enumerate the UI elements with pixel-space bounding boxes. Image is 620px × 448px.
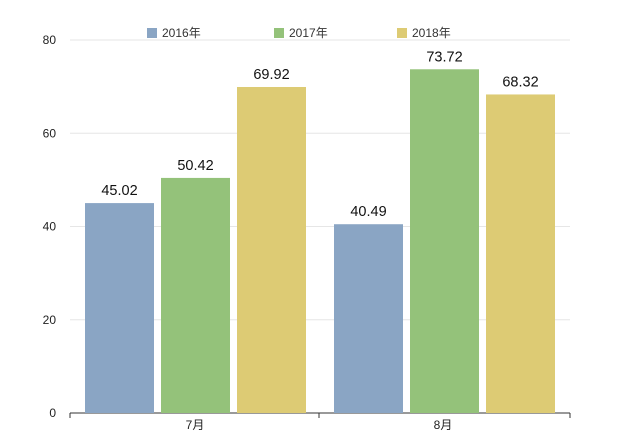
- bar: [161, 177, 230, 413]
- bar: [85, 203, 154, 413]
- value-labels: 45.02 40.49 50.42 73.72 69.92 68.32: [101, 49, 538, 220]
- legend-swatch: [147, 28, 157, 38]
- legend: 2016年 2017年 2018年: [147, 26, 451, 40]
- legend-swatch: [397, 28, 407, 38]
- bar: [486, 94, 555, 413]
- bar-value-label: 45.02: [101, 183, 137, 199]
- y-tick-label: 0: [49, 406, 56, 420]
- bar: [237, 86, 306, 414]
- bars: [85, 69, 555, 414]
- x-category-label: 7月: [186, 418, 205, 432]
- legend-label: 2017年: [289, 26, 328, 40]
- bar-value-label: 50.42: [177, 158, 213, 174]
- y-tick-label: 80: [43, 33, 57, 47]
- y-tick-label: 40: [43, 220, 57, 234]
- bar-value-label: 68.32: [502, 74, 538, 90]
- legend-label: 2016年: [162, 26, 201, 40]
- bar-value-label: 69.92: [253, 67, 289, 83]
- x-category-label: 8月: [434, 418, 453, 432]
- x-axis: 7月 8月: [69, 413, 571, 432]
- y-tick-label: 60: [43, 126, 57, 140]
- y-tick-label: 20: [43, 313, 57, 327]
- bar: [410, 69, 479, 413]
- legend-swatch: [274, 28, 284, 38]
- bar-value-label: 73.72: [426, 49, 462, 65]
- bar: [334, 224, 403, 413]
- bar-value-label: 40.49: [350, 204, 386, 220]
- legend-label: 2018年: [412, 26, 451, 40]
